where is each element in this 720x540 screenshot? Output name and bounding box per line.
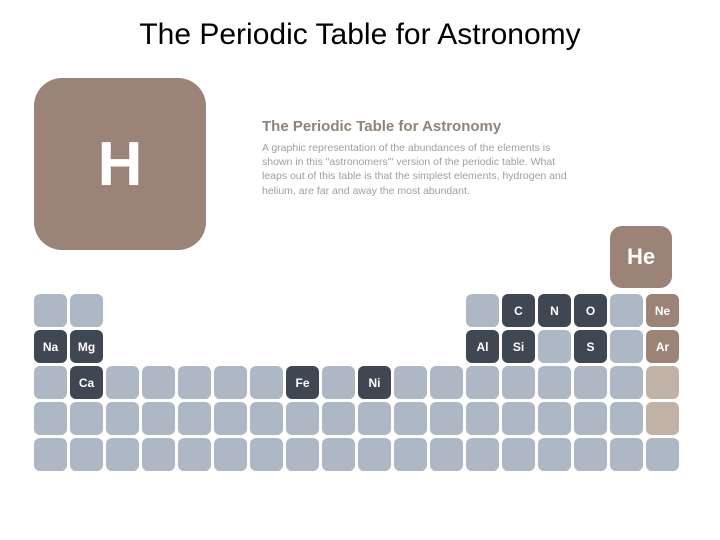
element-cell bbox=[250, 438, 283, 471]
element-cell bbox=[646, 402, 679, 435]
element-cell bbox=[394, 438, 427, 471]
element-cell bbox=[34, 402, 67, 435]
element-cell bbox=[466, 366, 499, 399]
element-cell bbox=[70, 438, 103, 471]
element-ar: Ar bbox=[646, 330, 679, 363]
element-cell bbox=[358, 402, 391, 435]
element-helium: He bbox=[610, 226, 672, 288]
element-cell bbox=[502, 366, 535, 399]
element-cell bbox=[430, 438, 463, 471]
element-n: N bbox=[538, 294, 571, 327]
element-cell bbox=[34, 366, 67, 399]
element-cell bbox=[610, 438, 643, 471]
element-cell bbox=[286, 402, 319, 435]
element-cell bbox=[286, 438, 319, 471]
element-cell bbox=[178, 402, 211, 435]
element-al: Al bbox=[466, 330, 499, 363]
element-na: Na bbox=[34, 330, 67, 363]
element-cell bbox=[214, 366, 247, 399]
periodic-table-chart: H He The Periodic Table for Astronomy A gra… bbox=[34, 78, 694, 518]
description-title: The Periodic Table for Astronomy bbox=[262, 118, 572, 135]
element-cell bbox=[358, 438, 391, 471]
element-mg: Mg bbox=[70, 330, 103, 363]
element-cell bbox=[322, 438, 355, 471]
element-cell bbox=[502, 438, 535, 471]
element-cell bbox=[178, 366, 211, 399]
element-cell bbox=[394, 366, 427, 399]
element-cell bbox=[430, 402, 463, 435]
element-cell bbox=[34, 294, 67, 327]
element-cell bbox=[178, 438, 211, 471]
element-cell bbox=[538, 330, 571, 363]
element-cell bbox=[142, 366, 175, 399]
element-cell bbox=[538, 402, 571, 435]
element-cell bbox=[466, 438, 499, 471]
element-cell bbox=[574, 438, 607, 471]
element-cell bbox=[70, 294, 103, 327]
element-si: Si bbox=[502, 330, 535, 363]
element-cell bbox=[610, 402, 643, 435]
element-ca: Ca bbox=[70, 366, 103, 399]
element-cell bbox=[214, 438, 247, 471]
element-o: O bbox=[574, 294, 607, 327]
page-title: The Periodic Table for Astronomy bbox=[0, 0, 720, 52]
element-cell bbox=[106, 402, 139, 435]
element-cell bbox=[646, 438, 679, 471]
element-cell bbox=[610, 330, 643, 363]
element-cell bbox=[106, 438, 139, 471]
element-cell bbox=[574, 366, 607, 399]
element-cell bbox=[538, 366, 571, 399]
element-c: C bbox=[502, 294, 535, 327]
element-ni: Ni bbox=[358, 366, 391, 399]
element-cell bbox=[574, 402, 607, 435]
element-cell bbox=[646, 366, 679, 399]
element-s: S bbox=[574, 330, 607, 363]
element-cell bbox=[250, 366, 283, 399]
element-cell bbox=[466, 294, 499, 327]
element-fe: Fe bbox=[286, 366, 319, 399]
element-cell bbox=[106, 366, 139, 399]
element-cell bbox=[502, 402, 535, 435]
description-block: The Periodic Table for Astronomy A graphi… bbox=[262, 118, 572, 198]
element-cell bbox=[538, 438, 571, 471]
element-cell bbox=[610, 366, 643, 399]
element-cell bbox=[214, 402, 247, 435]
element-cell bbox=[142, 402, 175, 435]
element-cell bbox=[142, 438, 175, 471]
element-cell bbox=[610, 294, 643, 327]
element-cell bbox=[34, 438, 67, 471]
element-cell bbox=[466, 402, 499, 435]
element-ne: Ne bbox=[646, 294, 679, 327]
element-cell bbox=[394, 402, 427, 435]
element-cell bbox=[322, 402, 355, 435]
element-cell bbox=[322, 366, 355, 399]
element-cell bbox=[250, 402, 283, 435]
element-cell bbox=[430, 366, 463, 399]
element-cell bbox=[70, 402, 103, 435]
element-hydrogen: H bbox=[34, 78, 206, 250]
description-text: A graphic representation of the abundanc… bbox=[262, 141, 572, 198]
